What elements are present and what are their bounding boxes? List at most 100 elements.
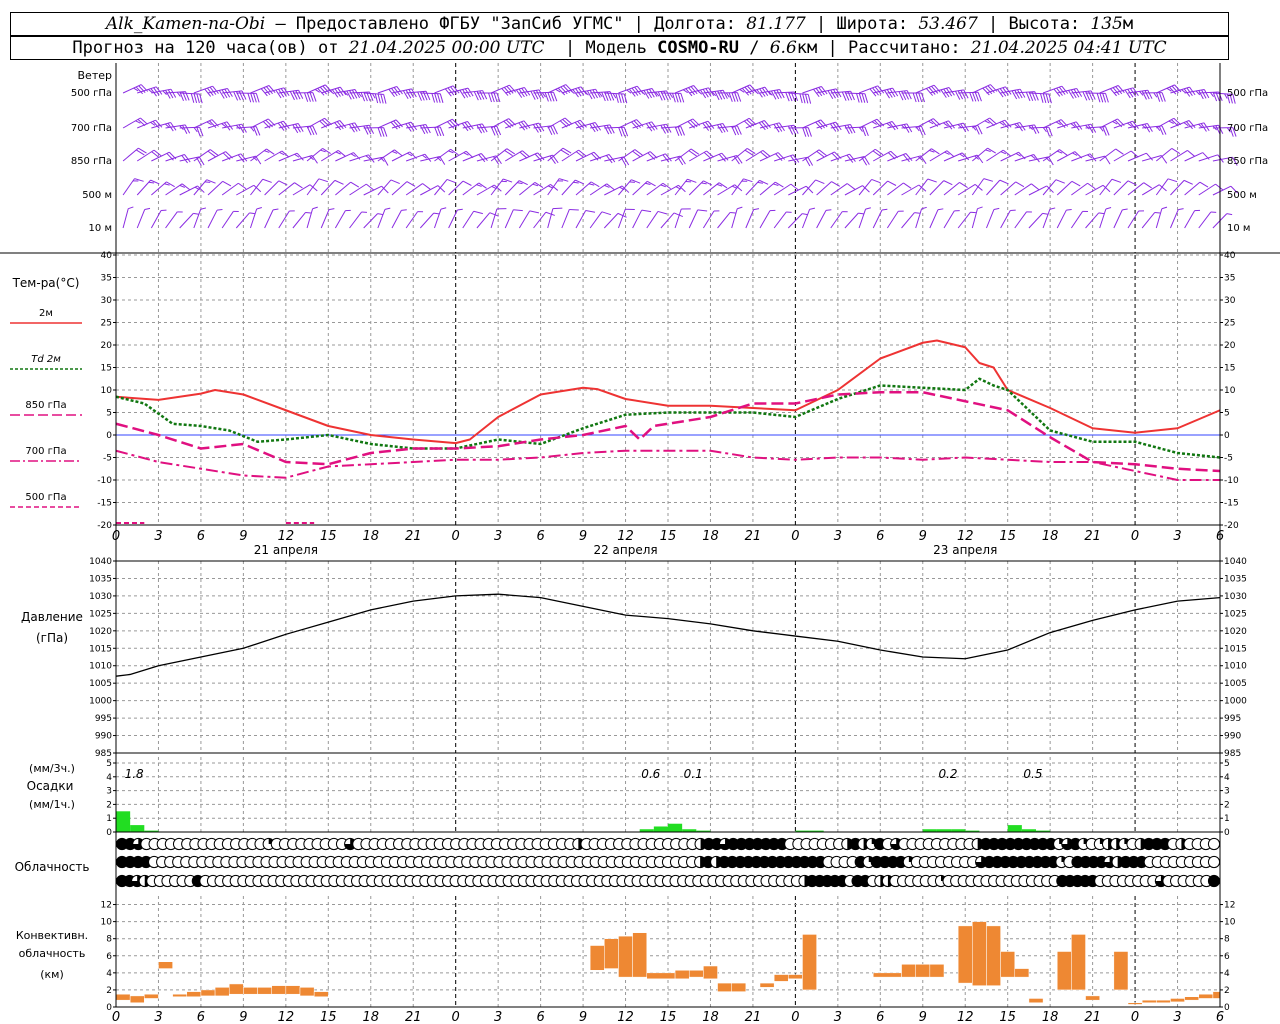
- wind-barb-feather: [633, 120, 641, 128]
- wind-barb: [1198, 183, 1224, 196]
- wind-barb-feather: [748, 117, 757, 126]
- wind-barb: [660, 92, 685, 103]
- hour-label: 15: [660, 529, 677, 544]
- wind-barb-feather: [328, 208, 335, 211]
- wind-barb-staff: [943, 89, 964, 94]
- wind-barb-staff: [943, 210, 955, 229]
- wind-barb: [575, 88, 601, 100]
- wind-barb-feather: [1105, 207, 1112, 210]
- hour-label: 3: [834, 529, 842, 544]
- wind-barb-feather: [550, 184, 559, 191]
- pres-tick-left: 1035: [89, 574, 112, 584]
- wind-barb-feather: [669, 92, 674, 98]
- pres-tick-right: 1025: [1224, 609, 1247, 619]
- convective-bar: [688, 970, 704, 978]
- wind-barb: [1042, 149, 1068, 162]
- wind-barb-feather: [247, 93, 252, 103]
- wind-barb-feather: [490, 92, 495, 103]
- wind-barb-staff: [533, 125, 554, 129]
- wind-barb-feather: [685, 88, 693, 97]
- wind-barb-feather: [314, 88, 320, 93]
- wind-barb: [1170, 208, 1184, 229]
- wind-barb: [603, 212, 627, 229]
- wind-barb-feather: [275, 89, 282, 99]
- hour-label-bottom: 9: [919, 1010, 927, 1024]
- wind-barb-feather: [818, 87, 825, 96]
- wind-barb-feather: [545, 211, 555, 216]
- wind-barb: [264, 150, 290, 162]
- hour-label: 9: [919, 529, 927, 544]
- wind-barb-staff: [589, 211, 603, 229]
- hour-label: 3: [494, 529, 502, 544]
- wind-barb-feather: [552, 125, 558, 135]
- wind-barb-staff: [915, 84, 935, 94]
- wind-barb: [575, 181, 600, 196]
- wind-barb-feather: [960, 90, 966, 99]
- wind-barb-staff: [972, 117, 990, 129]
- wind-barb-staff: [207, 121, 228, 129]
- wind-barb-staff: [420, 185, 439, 196]
- wind-barb-feather: [312, 206, 318, 210]
- wind-level-left: 500 гПа: [71, 88, 112, 99]
- pres-tick-right: 990: [1224, 732, 1241, 742]
- wind-barb-staff: [703, 123, 723, 129]
- wind-barb-staff: [858, 148, 876, 162]
- wind-barb: [505, 120, 531, 131]
- wind-barb-feather: [579, 119, 587, 128]
- wind-barb: [363, 185, 389, 196]
- wind-barb-staff: [632, 209, 643, 229]
- wind-barb-staff: [320, 209, 330, 229]
- wind-barb-feather: [775, 181, 784, 188]
- wind-barb: [405, 183, 431, 196]
- wind-barb-feather: [1169, 86, 1177, 95]
- wind-barb-staff: [377, 149, 395, 162]
- wind-barb-staff: [816, 88, 837, 94]
- wind-barb-staff: [1198, 124, 1219, 129]
- wind-barb-feather: [815, 121, 823, 130]
- wind-barb-staff: [519, 89, 540, 94]
- wind-barb-feather: [739, 88, 745, 93]
- wind-barb-staff: [887, 123, 908, 129]
- convective-bar: [214, 987, 230, 997]
- wind-barb-feather: [262, 178, 272, 183]
- model-resolution-unit: км: [796, 38, 818, 58]
- wind-barb-feather: [140, 117, 148, 125]
- wind-barb-staff: [646, 123, 667, 129]
- wind-barb: [250, 85, 276, 97]
- wind-barb: [844, 185, 870, 196]
- wind-barb-feather: [164, 123, 170, 128]
- wind-barb-feather: [184, 154, 191, 163]
- wind-barb-staff: [844, 212, 859, 229]
- wind-barb-feather: [272, 208, 279, 211]
- convective-bar: [646, 972, 676, 980]
- convective-bar: [1170, 998, 1185, 1003]
- convective-bar: [271, 985, 287, 995]
- wind-barb-feather: [541, 92, 546, 98]
- wind-barb-feather: [728, 92, 733, 102]
- convective-bar: [285, 985, 301, 995]
- wind-barb-staff: [547, 178, 560, 196]
- wind-barb-feather: [792, 154, 800, 163]
- wind-barb-feather: [151, 151, 160, 158]
- wind-barb-feather: [464, 122, 472, 131]
- wind-barb-feather: [204, 88, 212, 97]
- wind-barb: [448, 208, 463, 229]
- wind-barb-staff: [830, 183, 848, 196]
- wind-barb-feather: [920, 155, 927, 165]
- wind-barb-feather: [575, 151, 585, 158]
- wind-barb-staff: [788, 92, 809, 95]
- wind-barb: [1099, 85, 1125, 97]
- wind-barb: [943, 181, 968, 196]
- wind-barb-staff: [122, 178, 135, 196]
- wind-barb-feather: [322, 147, 331, 154]
- conv-title-1: Конвективн.: [16, 929, 88, 942]
- wind-barb-staff: [1000, 122, 1020, 129]
- wind-barb-feather: [677, 93, 682, 103]
- wind-barb: [193, 207, 207, 229]
- wind-barb: [320, 179, 344, 196]
- wind-barb-staff: [406, 124, 426, 129]
- wind-barb-feather: [660, 184, 666, 188]
- wind-barb-staff: [1198, 91, 1219, 94]
- wind-barb-feather: [479, 90, 485, 100]
- wind-barb: [872, 150, 899, 162]
